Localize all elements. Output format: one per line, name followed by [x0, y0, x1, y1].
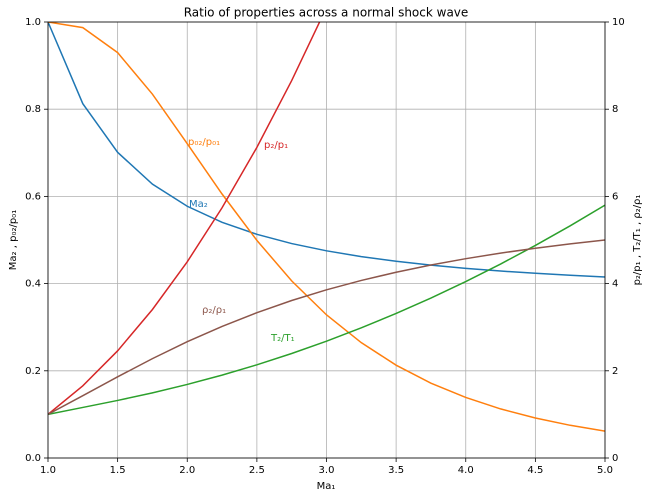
x-tick-label: 1.5: [110, 465, 126, 476]
series-line: [48, 22, 321, 415]
y2-axis-label: p₂/p₁ , T₂/T₁ , ρ₂/ρ₁: [632, 195, 643, 286]
y-tick-label: 0.6: [25, 191, 41, 202]
y2-tick-label: 0: [612, 453, 618, 464]
annotation: p₂/p₁: [264, 140, 288, 151]
y2-tick-label: 6: [612, 191, 618, 202]
x-tick-label: 1.0: [40, 465, 56, 476]
x-tick-label: 2.0: [179, 465, 195, 476]
y2-tick-label: 8: [612, 104, 618, 115]
x-tick-label: 4.5: [527, 465, 543, 476]
x-tick-label: 3.5: [388, 465, 404, 476]
y2-tick-label: 10: [612, 17, 625, 28]
annotation: T₂/T₁: [270, 333, 295, 344]
y-tick-label: 0.0: [25, 453, 41, 464]
y-axis-label: Ma₂ , p₀₂/p₀₁: [8, 210, 19, 270]
plot-frame: [47, 21, 606, 459]
x-tick-label: 3.0: [319, 465, 335, 476]
y-tick-label: 0.4: [25, 279, 41, 290]
y2-tick-label: 4: [612, 279, 618, 290]
annotation: p₀₂/p₀₁: [188, 137, 220, 148]
series-line: [48, 22, 605, 432]
y-tick-label: 1.0: [25, 17, 41, 28]
y2-tick-label: 2: [612, 366, 618, 377]
series-line: [48, 204, 605, 416]
plot-area: [48, 22, 605, 432]
series-line: [48, 239, 605, 416]
x-axis-label: Ma₁: [317, 481, 336, 492]
x-tick-label: 4.0: [458, 465, 474, 476]
x-tick-label: 2.5: [249, 465, 265, 476]
chart-title: Ratio of properties across a normal shoc…: [184, 6, 469, 20]
annotation: Ma₂: [189, 199, 208, 210]
annotation: ρ₂/ρ₁: [202, 305, 226, 316]
y-tick-label: 0.8: [25, 104, 41, 115]
x-tick-label: 5.0: [597, 465, 613, 476]
y-tick-label: 0.2: [25, 366, 41, 377]
series-line: [48, 22, 605, 278]
